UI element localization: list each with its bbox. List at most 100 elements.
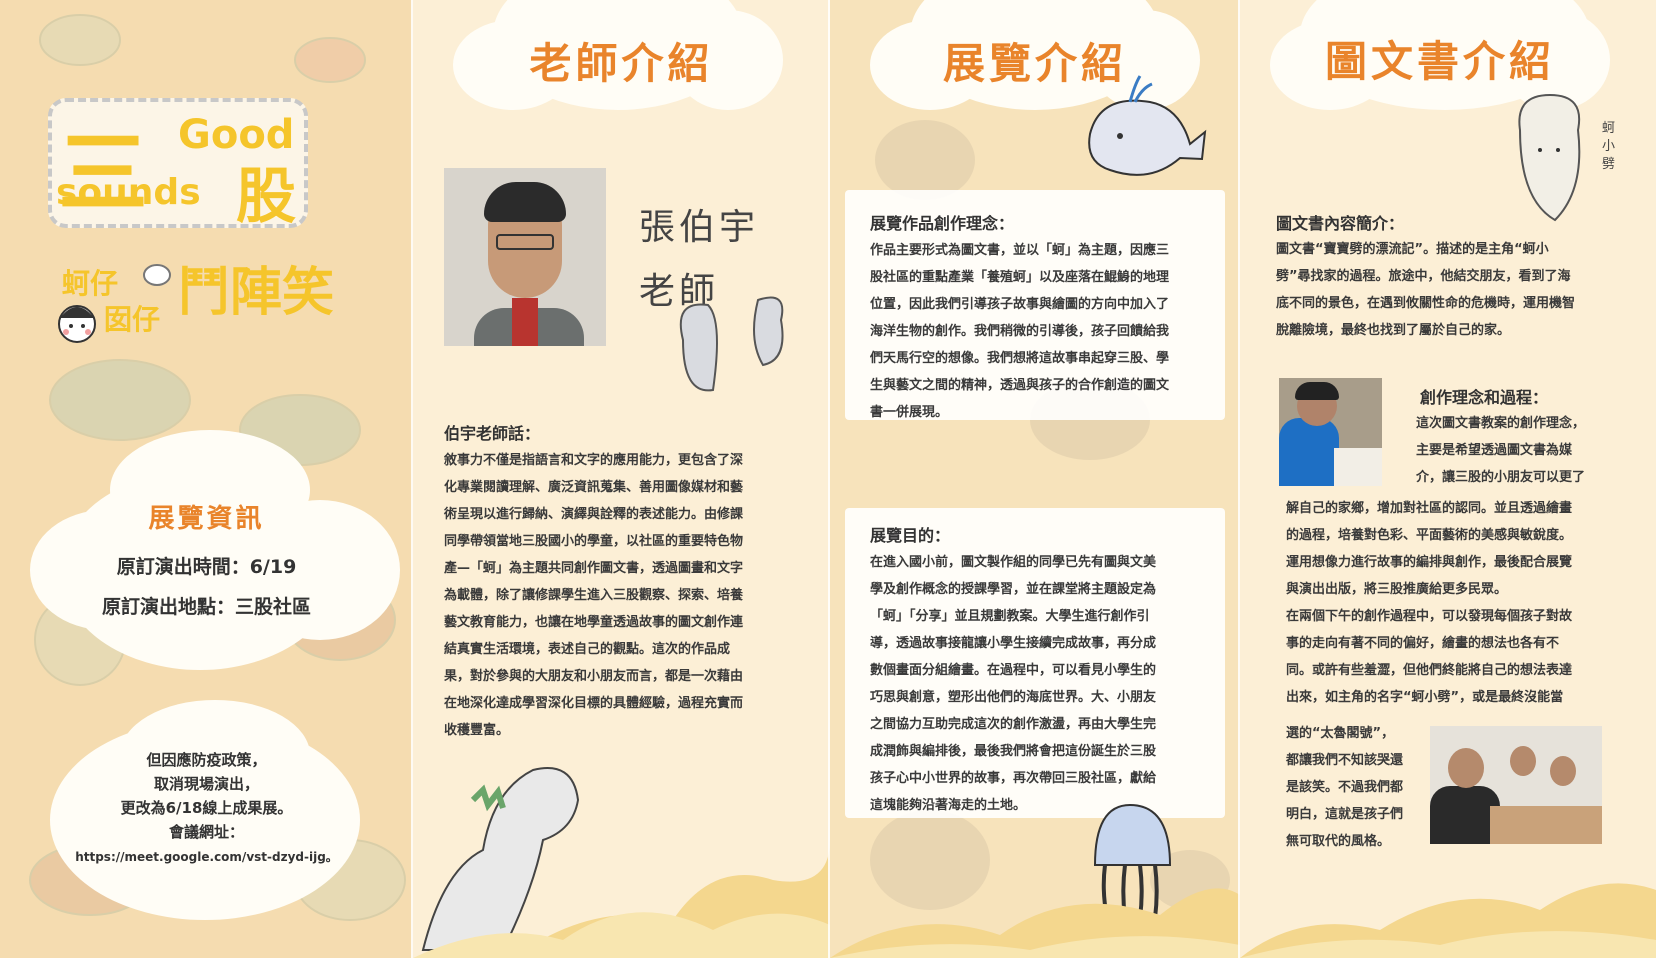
notice-line: 更改為6/18線上成果展。 [120,799,293,817]
children-group-photo [1430,726,1602,844]
oyster-characters-icon [679,296,784,392]
panel-cover: 三 Good sounds 股 蚵仔 囡仔 鬥陣笑 展覽資訊 原訂演出時間：6/… [0,0,413,958]
dinosaur-wave-illustration [413,767,830,958]
summary-line: 脫離險境，最終也找到了屬於自己的家。 [1276,323,1511,338]
process-line: 出來，如主角的名字“蚵小劈”，或是最終沒能當 [1286,690,1564,705]
concept-line: 作品主要形式為圖文書，並以「蚵」為主題，因應三 [870,243,1170,258]
speech-line: 敘事力不僅是指語言和文字的應用能力，更包含了深 [444,453,744,468]
panel-title: 老師介紹 [529,39,714,88]
panel-title: 展覽介紹 [942,39,1127,88]
info-cloud-part [110,430,310,550]
concept-text: 作品主要形式為圖文書，並以「蚵」為主題，因應三 股社區的重點產業「養殖蚵」以及座… [870,237,1220,426]
logo-word-good: Good [178,112,295,158]
process-line: 的過程，培養對色彩、平面藝術的美感與敏銳度。 [1286,528,1573,543]
title-cloud [870,20,990,110]
summary-line: 底不同的景色，在遇到攸關性命的危機時，運用機智 [1276,296,1576,311]
teacher-name: 張伯宇 [639,207,760,248]
title-cloud [1270,20,1390,110]
character-name-label: 蚵小劈 [1602,121,1616,172]
process-line: 解自己的家鄉，增加對社區的認同。並且透過繪畫 [1286,501,1573,516]
speech-line: 果，對於參與的大朋友和小朋友而言，都是一次藉由 [444,669,744,684]
logo-word-sounds: sounds [56,172,201,213]
concept-line: 書一併展現。 [870,405,949,420]
speech-text: 敘事力不僅是指語言和文字的應用能力，更包含了深 化專業閱讀理解、廣泛資訊蒐集、善… [444,447,804,744]
summary-line: 劈”尋找家的過程。旅途中，他結交朋友，看到了海 [1276,269,1571,284]
fold-divider [1238,0,1241,958]
purpose-heading: 展覽目的： [870,526,951,545]
process-line: 是該笑。不過我們都 [1286,780,1404,795]
title-cloud [1090,10,1200,110]
purpose-line: 這塊能夠沿著海走的土地。 [870,798,1027,813]
notice-line: 取消現場演出， [153,775,259,793]
purpose-card [845,508,1225,818]
fold-divider [411,0,414,958]
speech-line: 為載體，除了讓修課學生進入三股觀察、探索、培養 [444,588,744,603]
panel-exhibition: 展覽介紹 展覽作品創作理念： 作品主要形式為圖文書，並以「蚵」為主題，因應三 股… [830,0,1240,958]
speech-line: 同學帶領當地三股國小的學童，以社區的重要特色物 [444,534,744,549]
process-tail-text: 選的“太魯閣號”， 都讓我們不知該哭還 是該笑。不過我們都 明白，這就是孩子們 … [1286,720,1436,855]
logo-child: 囡仔 [104,303,161,336]
kid-face-icon [58,305,96,343]
speech-line: 收穫豐富。 [444,723,510,738]
info-time: 原訂演出時間：6/19 [116,556,297,578]
concept-heading: 展覽作品創作理念： [870,214,1015,233]
notice-line: 但因應防疫政策， [146,751,267,769]
concept-line: 股社區的重點產業「養殖蚵」以及座落在鯤鯓的地理 [870,270,1170,285]
purpose-line: 成潤飾與編排後，最後我們將會把這份誕生於三股 [870,744,1157,759]
speech-line: 藝文教育能力，也讓在地學童透過故事的圖文創作連 [444,615,744,630]
process-line: 在兩個下午的創作過程中，可以發現每個孩子對故 [1286,609,1573,624]
process-text: 解自己的家鄉，增加對社區的認同。並且透過繪畫 的過程，培養對色彩、平面藝術的美感… [1286,495,1646,711]
panel-picture-book: 圖文書介紹 蚵小劈 圖文書內容簡介： 圖文書“寶寶劈的漂流記”。描述的是主角“蚵… [1240,0,1656,958]
whale-icon [1088,75,1207,176]
oyster-icon [143,264,171,286]
title-cloud [453,20,573,110]
speech-line: 在地深化達成學習深化目標的具體經驗，過程充實而 [444,696,744,711]
purpose-line: 孩子心中小世界的故事，再次帶回三股社區，獻給 [870,771,1157,786]
logo-oyster-kid: 蚵仔 [62,267,119,300]
purpose-line: 「蚵」「分享」並且規劃教案。大學生進行創作引 [870,609,1150,624]
logo-char-three: 三 [58,120,148,226]
purpose-line: 之間協力互助完成這次的創作激盪，再由大學生完 [870,717,1157,732]
concept-line: 海洋生物的創作。我們稍微的引導後，孩子回饋給我 [870,324,1170,339]
process-heading: 創作理念和過程： [1420,388,1549,407]
panel-title: 圖文書介紹 [1324,37,1555,86]
process-line: 介，讓三股的小朋友可以更了 [1416,470,1586,485]
process-line: 與演出出版，將三股推廣給更多民眾。 [1286,582,1508,597]
purpose-text: 在進入國小前，圖文製作組的同學已先有圖與文美 學及創作概念的授課學習，並在課堂將… [870,549,1220,819]
purpose-line: 數個畫面分組繪畫。在過程中，可以看見小學生的 [870,663,1157,678]
notice-line: 會議網址： [168,823,244,841]
logo-char-gu: 股 [236,162,296,232]
logo-box [48,98,308,228]
process-line: 選的“太魯閣號”， [1286,726,1395,741]
concept-line: 們天馬行空的想像。我們想將這故事串起穿三股、學 [870,351,1170,366]
speech-line: 化專業閱讀理解、廣泛資訊蒐集、善用圖像媒材和藝 [444,480,744,495]
process-line: 運用想像力進行故事的編排與創作，最後配合展覽 [1286,555,1573,570]
process-line: 主要是希望透過圖文書為媒 [1416,443,1573,458]
title-cloud [1500,10,1610,110]
purpose-line: 巧思與創意，塑形出他們的海底世界。大、小朋友 [870,690,1157,705]
oyster-character-icon [1518,93,1581,222]
panel-teacher: 老師介紹 張伯宇 老師 伯宇老師話： 敘事力不僅是指語言和文字的應用能力，更包含… [413,0,830,958]
speech-line: 結真實生活環境，表述自己的觀點。這次的作品成 [444,642,731,657]
title-cloud [673,10,783,110]
speech-line: 產—「蚵」為主題共同創作圖文書，透過圖畫和文字 [444,561,744,576]
process-line: 都讓我們不知該哭還 [1286,753,1404,768]
info-place: 原訂演出地點：三股社區 [101,596,311,618]
purpose-line: 學及創作概念的授課學習，並在課堂將主題設定為 [870,582,1157,597]
jellyfish-wave-illustration [830,803,1240,958]
speech-heading: 伯宇老師話： [444,424,541,443]
meeting-link[interactable]: https://meet.google.com/vst-dzyd-ijg。 [75,850,338,864]
teacher-photo [444,168,606,346]
concept-card [845,190,1225,420]
summary-text: 圖文書“寶寶劈的漂流記”。描述的是主角“蚵小 劈”尋找家的過程。旅途中，他結交朋… [1276,236,1646,344]
wave-illustration [1240,883,1656,958]
logo-laugh-together: 鬥陣笑 [178,263,335,323]
summary-line: 圖文書“寶寶劈的漂流記”。描述的是主角“蚵小 [1276,242,1549,257]
process-line: 這次圖文書教案的創作理念， [1416,416,1586,431]
notice-cloud-part [120,700,310,810]
child-drawing-photo [1279,378,1382,486]
concept-line: 位置，因此我們引導孩子故事與繪圖的方向中加入了 [870,297,1170,312]
process-line: 事的走向有著不同的偏好，繪畫的想法也各有不 [1286,636,1560,651]
purpose-line: 導，透過故事接龍讓小學生接續完成故事，再分成 [870,636,1157,651]
process-short-text: 這次圖文書教案的創作理念， 主要是希望透過圖文書為媒 介，讓三股的小朋友可以更了 [1416,410,1646,491]
